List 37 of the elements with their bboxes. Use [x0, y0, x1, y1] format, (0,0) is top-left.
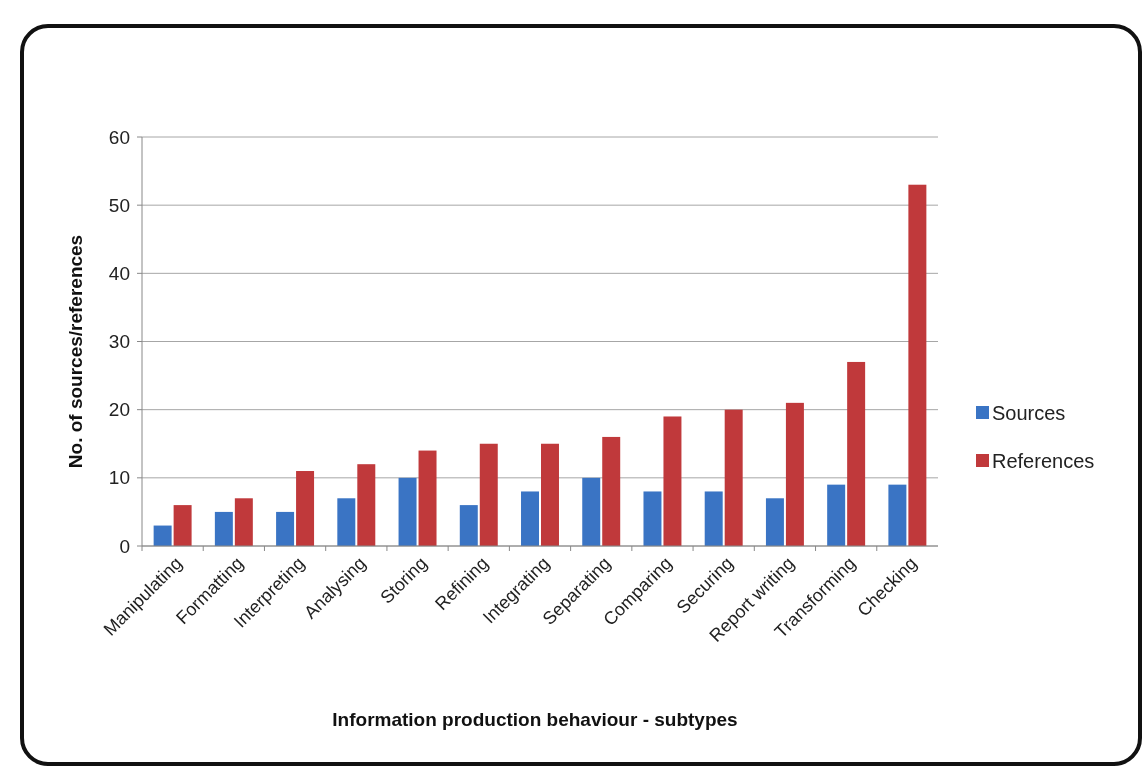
y-tick-label: 20: [108, 399, 130, 421]
bar: [541, 443, 559, 546]
bar: [214, 511, 233, 546]
x-axis-title: Information production behaviour - subtypes: [332, 709, 738, 730]
bar: [521, 491, 539, 546]
y-tick-label: 0: [119, 535, 130, 557]
legend-label: References: [992, 450, 1095, 472]
bar: [602, 436, 621, 546]
bar: [704, 491, 723, 546]
bar: [785, 402, 804, 546]
bar: [153, 525, 172, 546]
bar: [337, 498, 356, 546]
bar: [847, 361, 866, 546]
bar: [582, 477, 601, 546]
bar: [357, 464, 376, 546]
y-tick-label: 60: [108, 126, 130, 148]
bar: [908, 184, 927, 546]
y-tick-label: 40: [108, 262, 130, 284]
y-axis-title: No. of sources/references: [65, 234, 86, 469]
y-tick-label: 50: [108, 194, 130, 216]
bar: [234, 498, 253, 546]
bar: [765, 498, 784, 546]
bar: [296, 471, 315, 546]
bar: [827, 484, 846, 546]
bar: [663, 416, 682, 546]
bar: [459, 505, 478, 546]
bar: [418, 450, 437, 546]
bar: [276, 511, 295, 546]
bar: [643, 491, 662, 546]
bar: [724, 409, 743, 546]
y-tick-label: 30: [108, 331, 130, 353]
bar: [479, 443, 498, 546]
bar: [888, 484, 907, 546]
legend-label: Sources: [992, 402, 1066, 424]
bar: [398, 477, 417, 546]
y-tick-label: 10: [108, 467, 130, 489]
bar: [173, 505, 192, 546]
